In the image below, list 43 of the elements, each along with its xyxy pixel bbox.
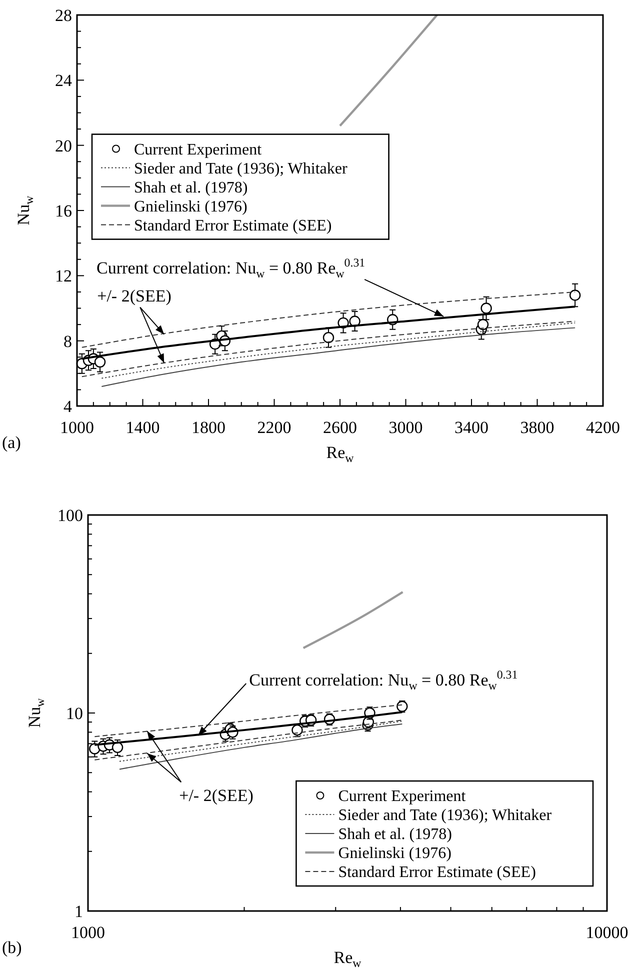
legend-label: Shah et al. (1978) [338, 826, 452, 843]
legend-label: Standard Error Estimate (SEE) [338, 864, 536, 881]
x-tick-label: 4200 [586, 418, 620, 437]
x-tick-label: 2200 [257, 418, 292, 437]
y-tick-label: 16 [55, 202, 72, 220]
x-axis-title: Re$_{w}$ [334, 948, 362, 970]
legend-label: Gnielinski (1976) [134, 198, 248, 216]
annotation: +/- 2(SEE) [179, 786, 254, 806]
point [94, 356, 106, 368]
y-tick-label: 10 [66, 704, 83, 723]
y-tick-label: 8 [64, 332, 72, 351]
text: (b) [2, 938, 22, 957]
x-tick-label: 3000 [388, 418, 423, 437]
x-tick-label: 1800 [192, 418, 226, 437]
x-tick-label: 3800 [520, 418, 554, 437]
x-tick-label: 10000 [586, 923, 628, 942]
y-tick-label: 28 [55, 6, 72, 25]
y-tick-label: 1 [74, 902, 83, 921]
annotation: +/- 2(SEE) [97, 286, 172, 306]
point [322, 332, 334, 344]
legend-label: Standard Error Estimate (SEE) [134, 217, 332, 234]
x-tick-label: 1400 [126, 418, 160, 437]
x-axis-title: Re$_{w}$ [326, 443, 354, 465]
point [480, 302, 492, 314]
y-tick-label: 4 [64, 397, 72, 416]
legend-label: Current Experiment [134, 141, 262, 158]
legend-label: Sieder and Tate (1936); Whitaker [134, 160, 348, 178]
text: (a) [2, 433, 21, 452]
legend-label: Gnielinski (1976) [338, 845, 452, 862]
y-tick-label: 24 [55, 71, 72, 90]
y-tick-label: 20 [55, 136, 72, 156]
x-tick-label: 2600 [323, 418, 357, 437]
x-tick-label: 1000 [60, 418, 94, 437]
x-tick-label: 1000 [71, 923, 105, 942]
y-tick-label: 100 [58, 506, 83, 525]
x-tick-label: 3400 [454, 418, 488, 437]
line-series [101, 327, 576, 387]
legend-label: Sieder and Tate (1936); Whitaker [338, 807, 552, 824]
y-tick-label: 12 [55, 266, 72, 286]
legend-label: Current Experiment [338, 788, 466, 805]
point [477, 318, 489, 330]
legend-label: Shah et al. (1978) [134, 179, 248, 196]
point [569, 290, 581, 301]
